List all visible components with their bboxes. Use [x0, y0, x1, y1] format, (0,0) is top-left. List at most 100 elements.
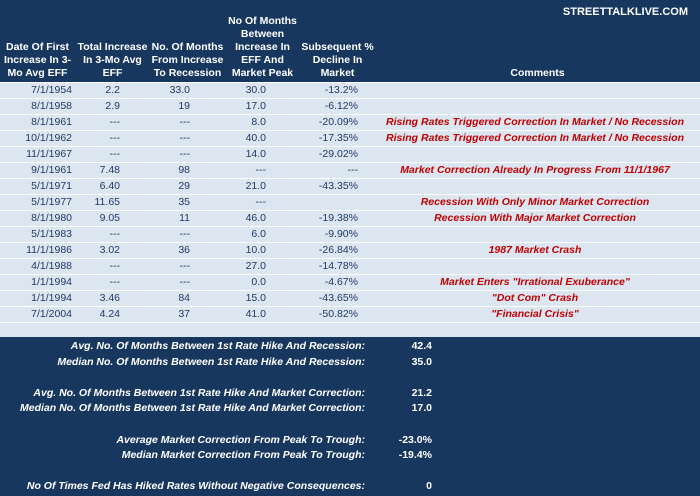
summary-label: Avg. No. Of Months Between 1st Rate Hike…: [70, 340, 365, 352]
table-cell: 7/1/1954: [31, 84, 72, 96]
table-row: 5/1/1971 6.40 29 21.0 -43.35%: [0, 178, 700, 194]
table-cell: 35: [178, 196, 190, 208]
table-row: 7/1/2004 4.24 37 41.0 -50.82% "Financial Cris…: [0, 306, 700, 322]
table-row: 4/1/1988 --- --- 27.0 -14.78%: [0, 258, 700, 274]
table-cell: 1/1/1994: [31, 276, 72, 288]
comment: "Dot Com" Crash: [491, 292, 579, 304]
column-header: Total Increase In 3-Mo Avg EFF: [77, 41, 148, 79]
summary-label: No Of Times Fed Has Hiked Rates Without …: [26, 480, 365, 493]
table-cell: ---: [179, 228, 191, 240]
table-cell: 46.0: [245, 212, 266, 224]
table-cell: 8/1/1980: [31, 212, 72, 224]
table-cell: ---: [109, 148, 121, 160]
table-cell: 84: [178, 292, 190, 304]
table-cell: ---: [179, 260, 191, 272]
summary-label: Median Market Correction From Peak To Tr…: [121, 449, 365, 462]
column-header: Subsequent % Decline In Market: [301, 41, 374, 79]
table-cell: 37: [178, 308, 190, 320]
summary-value: 42.4: [411, 340, 432, 352]
table-cell: 19: [178, 100, 190, 112]
table-cell: 3.46: [99, 292, 120, 304]
table-cell: 1/1/1994: [31, 292, 72, 304]
comment: Recession With Only Minor Market Correct…: [420, 196, 650, 208]
table-cell: 9.05: [99, 212, 120, 224]
table-cell: 5/1/1983: [31, 228, 72, 240]
table-cell: 8/1/1961: [31, 116, 72, 128]
table-cell: 6.40: [99, 180, 120, 192]
table-cell: 9/1/1961: [31, 164, 72, 176]
table-cell: 14.0: [245, 148, 266, 160]
summary-value: 21.2: [411, 386, 432, 399]
summary-value: 35.0: [411, 355, 432, 368]
table-cell: ---: [255, 164, 267, 176]
summary-value: -19.4%: [398, 449, 432, 462]
table-cell: 2.2: [105, 84, 120, 96]
table-cell: 11/1/1967: [26, 148, 72, 160]
table-row: 5/1/1977 11.65 35 --- Recession With Only Mi…: [0, 194, 700, 210]
summary-value: -23.0%: [398, 433, 432, 446]
table-cell: ---: [109, 132, 121, 144]
summary-value: 17.0: [411, 402, 432, 415]
table-cell: 8.0: [251, 116, 266, 128]
table-cell: ---: [109, 116, 121, 128]
comment: 1987 Market Crash: [488, 244, 582, 256]
table-cell: -43.35%: [318, 180, 358, 192]
table-cell: 0.0: [251, 276, 266, 288]
summary-label: Median No. Of Months Between 1st Rate Hi…: [57, 355, 365, 368]
table-row: 8/1/1958 2.9 19 17.0 -6.12%: [0, 98, 700, 114]
separator: [0, 322, 700, 337]
table-cell: 36: [178, 244, 190, 256]
table-cell: -20.09%: [318, 116, 358, 128]
table-row: 11/1/1967 --- --- 14.0 -29.02%: [0, 146, 700, 162]
table-cell: ---: [179, 132, 191, 144]
comment: Recession With Major Market Correction: [434, 212, 636, 224]
table-cell: 21.0: [245, 180, 266, 192]
table-row: 1/1/1994 --- --- 0.0 -4.67% Market Enters "Ir…: [0, 274, 700, 290]
table-cell: 2.9: [105, 100, 120, 112]
table-cell: ---: [109, 276, 121, 288]
column-header: Date Of First Increase In 3-Mo Avg EFF: [3, 41, 72, 79]
table-row: 5/1/1983 --- --- 6.0 -9.90%: [0, 226, 700, 242]
table-row: 11/1/1986 3.02 36 10.0 -26.84% 1987 Market Cr…: [0, 242, 700, 258]
table-row: 10/1/1962 --- --- 40.0 -17.35% Rising Rates T…: [0, 130, 700, 146]
table-cell: 4/1/1988: [31, 260, 72, 272]
table-cell: -9.90%: [324, 228, 358, 240]
table-row: 7/1/1954 2.2 33.0 30.0 -13.2%: [0, 82, 700, 98]
summary-label: Average Market Correction From Peak To T…: [116, 433, 365, 446]
table-cell: 5/1/1971: [31, 180, 72, 192]
table-cell: -29.02%: [318, 148, 358, 160]
table-cell: 41.0: [245, 308, 266, 320]
table-cell: ---: [255, 196, 267, 208]
table-cell: 17.0: [245, 100, 266, 112]
table-cell: 4.24: [99, 308, 120, 320]
table-cell: -14.78%: [318, 260, 358, 272]
table-cell: ---: [179, 116, 191, 128]
column-header: No Of Months Between Increase In EFF And…: [228, 15, 297, 79]
table-row: 8/1/1961 --- --- 8.0 -20.09% Rising Rates Tri…: [0, 114, 700, 130]
table-cell: ---: [179, 148, 191, 160]
table-cell: 29: [178, 180, 190, 192]
table-cell: 7.48: [99, 164, 120, 176]
comment: Market Correction Already In Progress Fr…: [400, 164, 670, 176]
table-cell: 3.02: [99, 244, 120, 256]
table-cell: ---: [109, 260, 121, 272]
table-cell: 10/1/1962: [25, 132, 72, 144]
summary-label: Avg. No. Of Months Between 1st Rate Hike…: [33, 386, 365, 399]
table-cell: 11/1/1986: [26, 244, 72, 256]
comment: Rising Rates Triggered Correction In Mar…: [386, 116, 684, 128]
table-cell: 6.0: [251, 228, 266, 240]
table-cell: -6.12%: [324, 100, 358, 112]
table-row: 8/1/1980 9.05 11 46.0 -19.38% Recession With …: [0, 210, 700, 226]
table-cell: 5/1/1977: [31, 196, 72, 208]
table-cell: ---: [109, 228, 121, 240]
table-cell: -19.38%: [318, 212, 358, 224]
summary-label: Median No. Of Months Between 1st Rate Hi…: [20, 402, 365, 415]
table-row: 1/1/1994 3.46 84 15.0 -43.65% "Dot Com" Crash: [0, 290, 700, 306]
table-cell: -43.65%: [318, 292, 358, 304]
table-cell: 30.0: [245, 84, 266, 96]
table-cell: 10.0: [245, 244, 266, 256]
table-cell: ---: [179, 276, 191, 288]
table-row: 9/1/1961 7.48 98 --- --- Market Correction Al…: [0, 162, 700, 178]
summary-value: 0: [426, 480, 432, 493]
